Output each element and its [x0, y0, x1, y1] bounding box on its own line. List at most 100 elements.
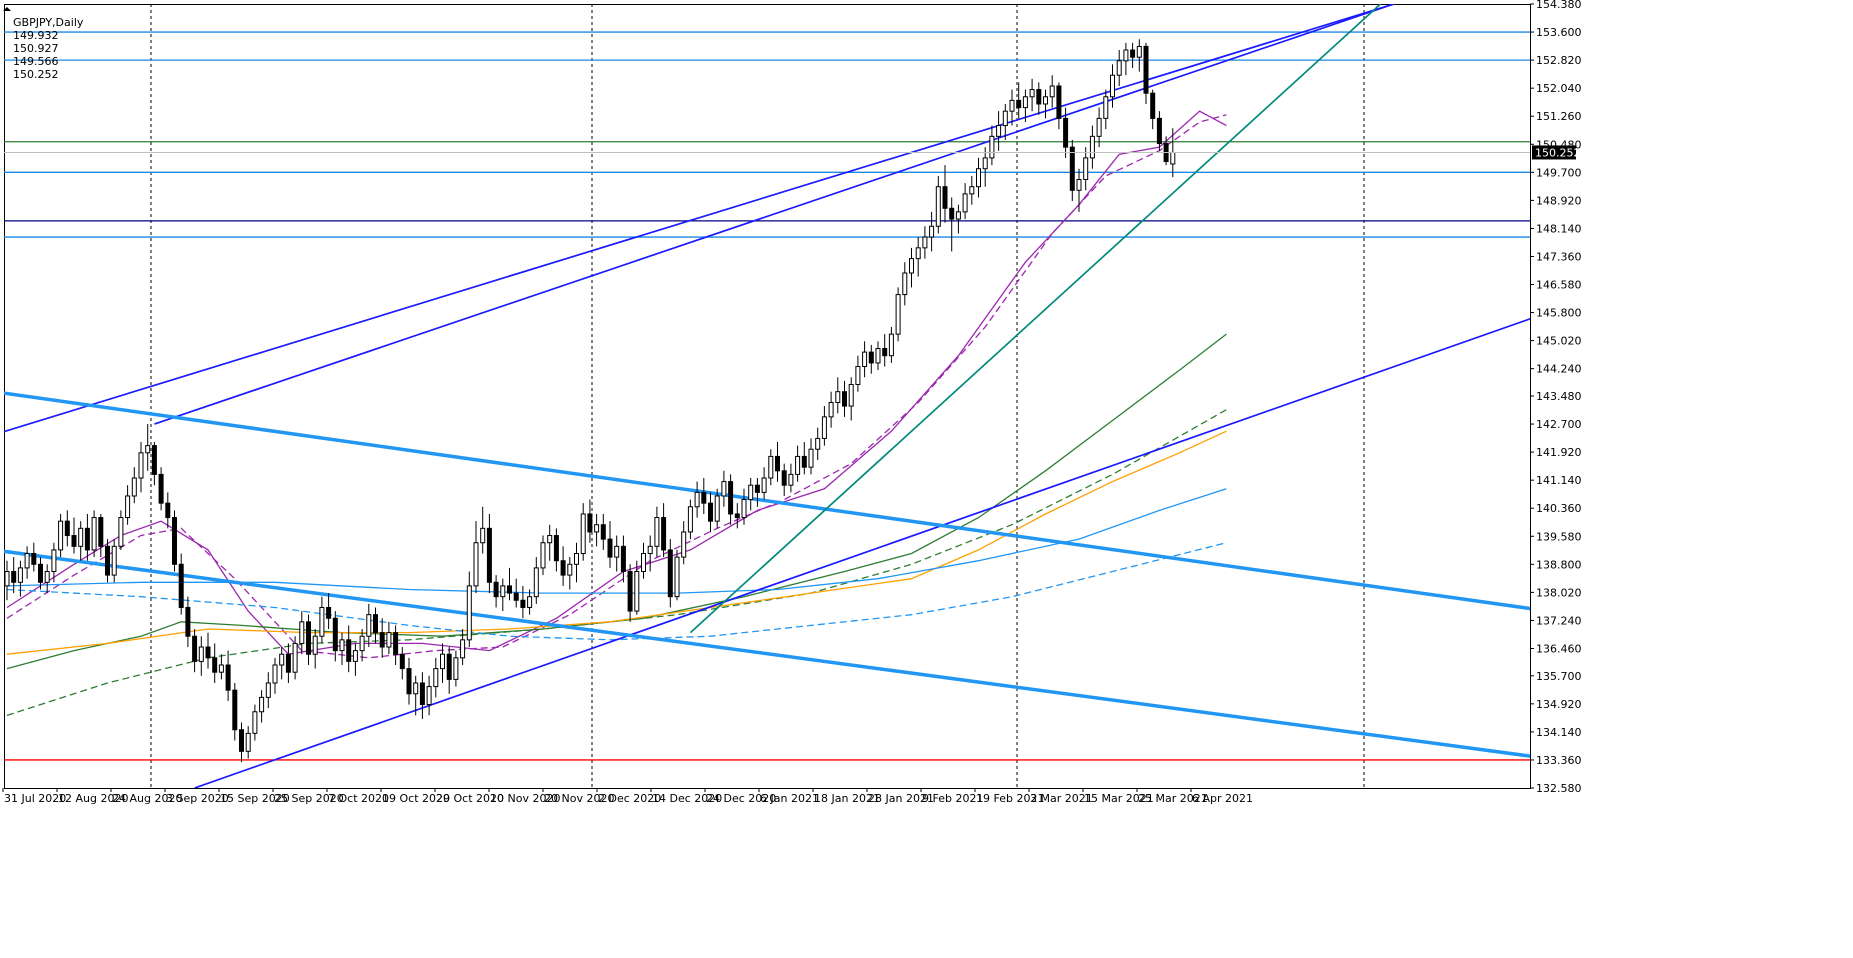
candle-body [560, 560, 566, 576]
candle-body [1056, 85, 1062, 119]
y-tick-label: 153.600 [1536, 26, 1582, 39]
symbol-label: GBPJPY,Daily [13, 16, 84, 29]
candle-body [493, 581, 499, 598]
x-tick-label: 7 Oct 2020 [328, 792, 389, 805]
x-tick-label: 15 Sep 2020 [220, 792, 290, 805]
candle-body [520, 599, 526, 608]
candle-body [567, 563, 573, 576]
candle-body [165, 502, 171, 519]
candle-body [1150, 92, 1156, 119]
open-value: 149.932 [13, 29, 59, 42]
candle-body [440, 653, 445, 670]
candle-body [855, 366, 861, 385]
candle-body [949, 207, 955, 220]
x-tick-label: 25 Mar 2021 [1138, 792, 1208, 805]
candle-body [292, 642, 298, 673]
candle-body [1110, 74, 1115, 98]
candle-body [419, 682, 425, 706]
candle-body [326, 606, 332, 619]
candle-body [373, 614, 378, 634]
candle-body [842, 391, 847, 407]
candle-body [78, 527, 84, 547]
candle-body [352, 650, 358, 662]
candle-body [915, 247, 921, 260]
candle-body [31, 553, 37, 565]
x-tick-label: 29 Oct 2020 [436, 792, 504, 805]
candle-body [734, 513, 740, 519]
candle-body [976, 168, 981, 188]
candle-body [480, 527, 486, 544]
candle-body [902, 272, 908, 296]
candle-body [801, 455, 807, 468]
candle-body [185, 606, 191, 637]
candle-body [393, 632, 399, 655]
close-value: 150.252 [13, 68, 59, 81]
candle-body [145, 445, 151, 454]
candle-body [105, 545, 110, 576]
candle-body [125, 495, 131, 519]
candle-body [768, 455, 774, 479]
candle-body [386, 632, 392, 648]
candle-body [1002, 110, 1008, 127]
candle-body [674, 556, 680, 598]
candle-body [332, 617, 338, 652]
candle-body [285, 653, 291, 673]
high-value: 150.927 [13, 42, 59, 55]
y-tick-label: 146.580 [1536, 279, 1582, 292]
candle-body [1170, 151, 1176, 165]
candle-body [942, 186, 948, 209]
candle-body [955, 211, 961, 220]
candle-body [547, 535, 553, 544]
candle-body [359, 635, 365, 652]
candle-body [1136, 45, 1142, 58]
x-tick-label: 12 Aug 2020 [58, 792, 128, 805]
candle-body [714, 495, 720, 522]
current-price-tag [1532, 145, 1576, 160]
candle-body [922, 236, 928, 249]
candle-body [1043, 96, 1048, 105]
candle-body [44, 571, 50, 583]
x-tick-label: 24 Dec 2020 [706, 792, 776, 805]
candle-body [600, 524, 606, 540]
trend-line [689, 4, 1382, 634]
candle-body [1063, 117, 1069, 148]
candle-body [1076, 179, 1082, 191]
candle-body [989, 135, 995, 159]
candle-body [587, 513, 593, 533]
candle-body [701, 491, 707, 504]
x-tick-label: 18 Jan 2021 [814, 792, 880, 805]
trend-line [154, 4, 1395, 425]
x-tick-label: 9 Feb 2021 [922, 792, 983, 805]
candle-body [205, 646, 211, 659]
x-tick-label: 28 Jan 2021 [868, 792, 934, 805]
candle-body [594, 524, 600, 533]
candle-body [406, 668, 412, 695]
candle-body [17, 567, 23, 583]
candle-body [64, 520, 70, 537]
candle-body [1049, 85, 1055, 98]
candle-body [466, 585, 472, 641]
y-tick-label: 154.380 [1536, 0, 1582, 11]
y-tick-label: 140.360 [1536, 502, 1582, 515]
candle-body [1123, 49, 1129, 62]
candle-body [212, 657, 218, 673]
candle-body [741, 499, 747, 519]
candle-body [346, 639, 352, 662]
y-tick-label: 145.020 [1536, 335, 1582, 348]
candle-body [761, 477, 767, 493]
candle-body [687, 506, 693, 533]
candle-body [11, 571, 17, 583]
candle-body [748, 484, 754, 501]
candle-body [192, 635, 198, 662]
candle-body [1089, 135, 1095, 159]
candle-body [815, 437, 821, 450]
low-value: 149.566 [13, 55, 59, 68]
y-tick-label: 145.800 [1536, 307, 1582, 320]
moving-average-line [6, 409, 1227, 717]
menu-arrow-icon [3, 7, 11, 11]
candle-body [553, 535, 559, 562]
candle-body [426, 686, 432, 706]
candle-body [272, 664, 278, 684]
